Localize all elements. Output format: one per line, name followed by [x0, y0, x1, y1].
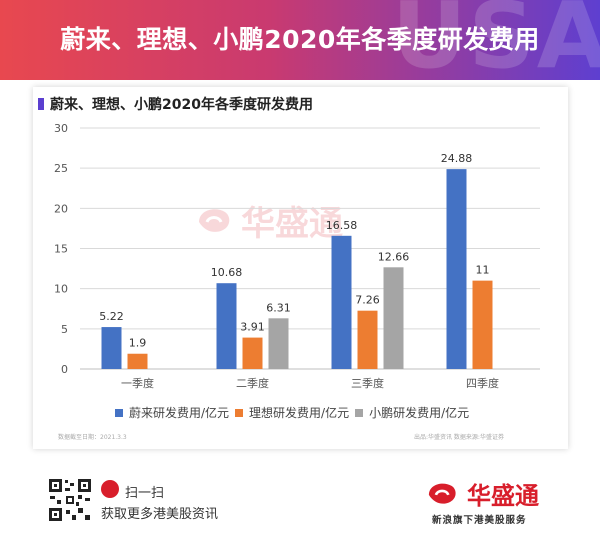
- data-label: 7.26: [355, 294, 380, 307]
- data-label: 11: [476, 264, 490, 277]
- bar: [472, 280, 493, 369]
- legend-item: 理想研发费用/亿元: [235, 404, 349, 421]
- bar: [216, 283, 237, 369]
- data-date-note: 数据截至日期：2021.3.3: [58, 434, 127, 441]
- qr-code-icon[interactable]: [48, 478, 92, 522]
- data-label: 12.66: [378, 250, 410, 263]
- bar: [331, 235, 352, 369]
- brand-name: 华盛通: [467, 482, 539, 510]
- brand-logo-icon: [199, 208, 230, 232]
- chart-card: [33, 87, 568, 449]
- x-tick-label: 三季度: [351, 376, 384, 390]
- scan-description: 获取更多港美股资讯: [101, 507, 219, 522]
- legend-label: 小鹏研发费用/亿元: [369, 406, 470, 420]
- y-tick-label: 20: [54, 202, 68, 215]
- legend-swatch: [355, 408, 364, 417]
- legend-item: 小鹏研发费用/亿元: [355, 404, 469, 421]
- watermark-text: 华盛通: [241, 204, 343, 244]
- watermark: 华盛通: [195, 196, 343, 245]
- chart-legend: 蔚来研发费用/亿元 理想研发费用/亿元 小鹏研发费用/亿元: [115, 404, 475, 421]
- data-label: 6.31: [266, 301, 291, 314]
- bar: [101, 327, 122, 369]
- scan-icon: [101, 480, 119, 498]
- bar: [268, 318, 289, 369]
- bar: [357, 310, 378, 369]
- legend-label: 蔚来研发费用/亿元: [129, 406, 230, 420]
- brand-tagline: 新浪旗下港美股服务: [432, 515, 527, 526]
- y-tick-label: 10: [54, 283, 68, 296]
- scan-label: 扫一扫: [125, 486, 165, 501]
- brand-logo: 华盛通: [425, 476, 539, 511]
- y-tick-label: 0: [61, 363, 68, 376]
- legend-label: 理想研发费用/亿元: [249, 406, 350, 420]
- brand-logo-icon: [428, 483, 456, 504]
- y-tick-label: 5: [61, 323, 68, 336]
- banner-background-text: USA: [391, 0, 600, 80]
- data-label: 16.58: [326, 219, 358, 232]
- bar: [446, 169, 467, 369]
- banner-title: 蔚来、理想、小鹏2020年各季度研发费用: [60, 25, 540, 54]
- bar: [383, 267, 404, 369]
- data-label: 10.68: [211, 266, 243, 279]
- data-label: 3.91: [240, 321, 265, 334]
- legend-item: 蔚来研发费用/亿元: [115, 404, 229, 421]
- data-label: 1.9: [129, 337, 147, 350]
- y-tick-label: 15: [54, 243, 68, 256]
- bar: [127, 353, 148, 369]
- y-tick-label: 30: [54, 122, 68, 135]
- header-banner: USA 蔚来、理想、小鹏2020年各季度研发费用: [0, 0, 600, 80]
- title-marker: [38, 98, 44, 110]
- legend-swatch: [115, 408, 123, 417]
- chart-title: 蔚来、理想、小鹏2020年各季度研发费用: [50, 97, 313, 113]
- data-source-note: 出品:华盛资讯 数据来源:华盛证券: [414, 434, 504, 441]
- x-tick-label: 一季度: [121, 376, 154, 390]
- data-label: 5.22: [99, 310, 124, 323]
- y-tick-label: 25: [54, 162, 68, 175]
- bar: [242, 337, 263, 369]
- legend-swatch: [235, 408, 244, 417]
- x-tick-label: 二季度: [236, 376, 269, 390]
- data-label: 24.88: [441, 152, 473, 165]
- x-tick-label: 四季度: [466, 376, 499, 390]
